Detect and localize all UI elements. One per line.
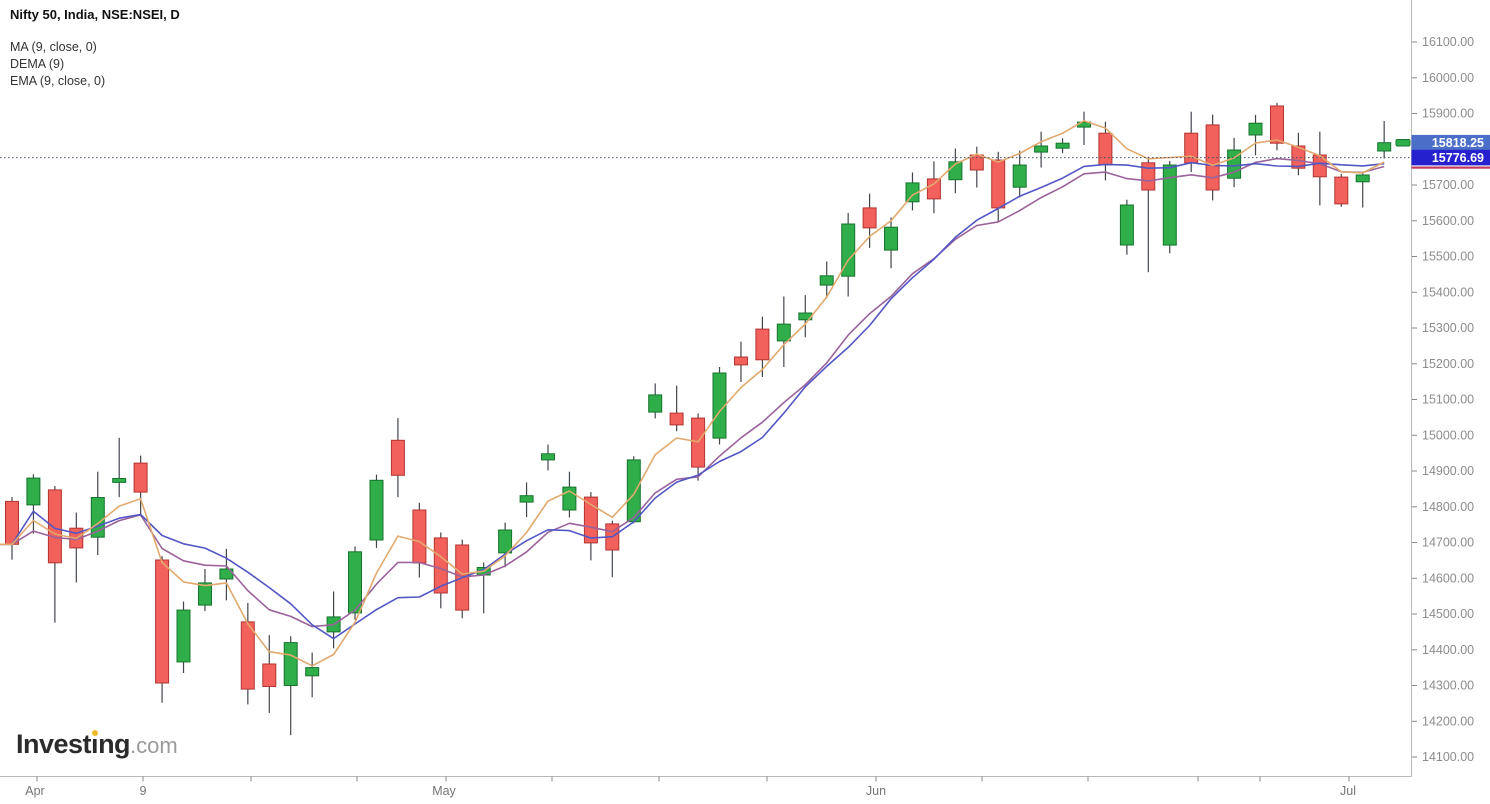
candle-down bbox=[47, 489, 62, 564]
price-axis-label: 14100.00 bbox=[1422, 750, 1474, 764]
candle-up bbox=[1355, 174, 1370, 183]
candle-up bbox=[712, 372, 727, 439]
price-axis-label: 14700.00 bbox=[1422, 536, 1474, 550]
candle-down bbox=[691, 417, 706, 468]
candle-up bbox=[1248, 122, 1263, 136]
candle-down bbox=[155, 559, 170, 684]
price-tag-bg bbox=[1411, 134, 1490, 151]
price-axis-label: 14300.00 bbox=[1422, 679, 1474, 693]
candle-down bbox=[240, 621, 255, 690]
price-axis-label: 15300.00 bbox=[1422, 321, 1474, 335]
candle-down bbox=[991, 159, 1006, 209]
logo-yellow-dot-icon bbox=[91, 730, 98, 736]
price-axis-label: 15700.00 bbox=[1422, 178, 1474, 192]
ma-line bbox=[0, 161, 1385, 640]
candle-down bbox=[862, 207, 877, 229]
dema-line bbox=[0, 119, 1385, 667]
price-tag-bg bbox=[1411, 149, 1490, 166]
candle-up bbox=[26, 477, 41, 506]
price-tag-indicator: 15776.69 bbox=[1411, 149, 1490, 166]
candle-up bbox=[348, 551, 362, 614]
investing-logo-suffix: .com bbox=[130, 733, 178, 758]
candle-up bbox=[112, 478, 127, 483]
price-axis-label: 15100.00 bbox=[1422, 393, 1474, 407]
candle-up bbox=[198, 582, 212, 606]
candle-up bbox=[1055, 142, 1070, 149]
price-axis-label: 16000.00 bbox=[1422, 71, 1474, 85]
price-axis-label: 15400.00 bbox=[1422, 285, 1474, 299]
candle-down bbox=[433, 537, 448, 594]
candle-up bbox=[1012, 164, 1027, 188]
investing-logo: Investı ng.com bbox=[16, 729, 178, 759]
candle-down bbox=[969, 154, 984, 171]
time-axis-label: Apr bbox=[25, 784, 44, 798]
price-axis-label: 14200.00 bbox=[1422, 715, 1474, 729]
price-axis-label: 14500.00 bbox=[1422, 607, 1474, 621]
time-axis-label: Jul bbox=[1340, 784, 1356, 798]
price-axis-label: 15000.00 bbox=[1422, 428, 1474, 442]
candle-up bbox=[369, 479, 384, 541]
last-price-marker bbox=[1395, 139, 1411, 147]
candle-up bbox=[1377, 142, 1392, 152]
symbol-title: Nifty 50, India, NSE:NSEI, D bbox=[10, 7, 180, 22]
time-axis-label: Jun bbox=[866, 784, 886, 798]
candle-down bbox=[583, 496, 598, 544]
candle-up bbox=[841, 223, 856, 277]
candle-up bbox=[176, 609, 191, 663]
candle-up bbox=[283, 642, 298, 686]
price-axis-label: 16100.00 bbox=[1422, 35, 1474, 49]
time-axis-label: May bbox=[432, 784, 456, 798]
candle-down bbox=[262, 663, 277, 687]
indicator-label-ma[interactable]: MA (9, close, 0) bbox=[10, 40, 97, 54]
candle-down bbox=[133, 462, 148, 493]
price-axis-label: 15900.00 bbox=[1422, 107, 1474, 121]
price-tag-value: 15776.69 bbox=[1432, 151, 1484, 165]
price-axis-label: 15200.00 bbox=[1422, 357, 1474, 371]
price-axis-label: 15600.00 bbox=[1422, 214, 1474, 228]
price-axis-label: 15500.00 bbox=[1422, 250, 1474, 264]
investing-logo-text: Invest bbox=[16, 729, 92, 759]
ma-overlays-layer bbox=[0, 119, 1385, 667]
candle-down bbox=[1141, 162, 1156, 191]
price-axis-label: 14900.00 bbox=[1422, 464, 1474, 478]
price-axis-label: 14600.00 bbox=[1422, 572, 1474, 586]
price-tag-value: 15818.25 bbox=[1432, 136, 1484, 150]
candle-up bbox=[1119, 204, 1134, 246]
candle-up bbox=[519, 495, 534, 503]
hidden-price-tag-edge bbox=[1411, 166, 1490, 169]
candle-down bbox=[1270, 105, 1284, 144]
time-axis[interactable]: Apr 9 May Jun Jul bbox=[0, 776, 1412, 799]
price-axis-label: 14400.00 bbox=[1422, 643, 1474, 657]
indicator-label-dema[interactable]: DEMA (9) bbox=[10, 57, 65, 71]
price-axis-label: 14800.00 bbox=[1422, 500, 1474, 514]
candle-up bbox=[305, 667, 320, 677]
price-tag-current: 15818.25 bbox=[1411, 134, 1490, 151]
candle-down bbox=[926, 178, 941, 200]
candle-up bbox=[819, 275, 834, 286]
candle-down bbox=[390, 439, 405, 476]
candle-up bbox=[776, 323, 791, 342]
candle-down bbox=[734, 356, 748, 366]
candle-down bbox=[412, 509, 427, 564]
candle-down bbox=[1098, 132, 1113, 166]
price-axis[interactable]: 16100.0016000.0015900.0015800.0015700.00… bbox=[1411, 0, 1490, 777]
candles-layer bbox=[5, 102, 1392, 736]
candle-up bbox=[884, 226, 898, 251]
candle-up bbox=[1162, 164, 1177, 246]
candle-up bbox=[1034, 145, 1049, 153]
candle-up bbox=[648, 394, 663, 413]
candle-down bbox=[755, 328, 770, 361]
time-axis-label: 9 bbox=[140, 784, 147, 798]
candle-up bbox=[541, 453, 555, 461]
candle-down bbox=[669, 412, 684, 426]
candle-down bbox=[1334, 176, 1349, 205]
candle-up bbox=[498, 529, 513, 554]
indicator-label-ema[interactable]: EMA (9, close, 0) bbox=[10, 74, 106, 88]
